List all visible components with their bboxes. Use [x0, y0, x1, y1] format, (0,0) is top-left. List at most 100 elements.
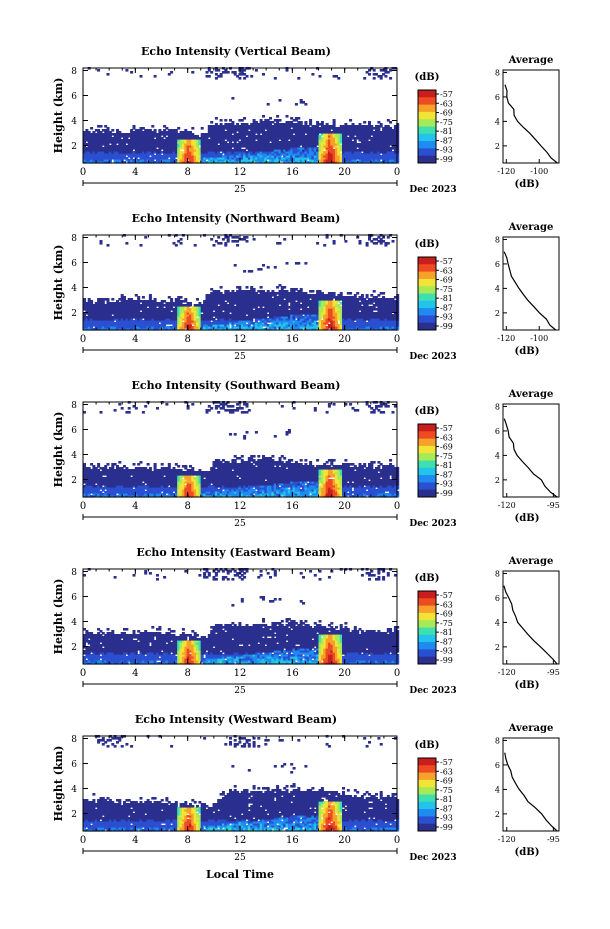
heatmap-cell [269, 145, 272, 148]
heatmap-cell [351, 143, 355, 146]
heatmap-cell [221, 147, 225, 150]
heatmap-cell [252, 129, 256, 132]
heatmap-cell [130, 302, 134, 305]
heatmap-cell [302, 157, 305, 160]
heatmap-cell [337, 155, 341, 158]
heatmap-cell [332, 129, 336, 132]
heatmap-cell [285, 121, 289, 124]
heatmap-cell [299, 155, 303, 158]
heatmap-cell [309, 151, 313, 154]
heatmap-cell [250, 139, 254, 142]
heatmap-cell [285, 125, 289, 128]
heatmap-cell [337, 147, 341, 150]
heatmap-cell [83, 131, 86, 134]
heatmap-cell [83, 320, 86, 323]
heatmap-cell [386, 125, 390, 128]
heatmap-cell [292, 141, 296, 144]
heatmap-cell [118, 326, 122, 329]
heatmap-cell [224, 143, 228, 146]
heatmap-cell [316, 143, 320, 146]
heatmap-cell [198, 159, 202, 162]
heatmap-cell [231, 137, 235, 140]
heatmap-cell [278, 242, 282, 245]
heatmap-cell [123, 296, 126, 299]
heatmap-cell [217, 149, 221, 152]
heatmap-cell [139, 151, 143, 154]
heatmap-cell [179, 133, 183, 136]
heatmap-cell [285, 69, 289, 72]
heatmap-cell [92, 310, 96, 313]
heatmap-cell [174, 131, 178, 134]
heatmap-cell [247, 159, 251, 162]
heatmap-cell [266, 143, 270, 146]
heatmap-cell [320, 137, 324, 140]
heatmap-cell [283, 139, 287, 142]
heatmap-cell [118, 131, 122, 134]
heatmap-cell [294, 149, 298, 152]
heatmap-cell [141, 153, 145, 156]
heatmap-cell [123, 328, 126, 331]
heatmap-cell [179, 135, 183, 138]
heatmap-cell [285, 131, 289, 134]
colorbar-swatch [418, 111, 436, 120]
heatmap-cell [116, 308, 119, 311]
heatmap-cell [130, 310, 134, 313]
heatmap-cell [203, 137, 207, 140]
heatmap-cell [139, 157, 143, 160]
heatmap-cell [123, 316, 126, 319]
heatmap-cell [259, 135, 263, 138]
heatmap-cell [325, 129, 329, 132]
heatmap-cell [101, 133, 105, 136]
heatmap-cell [196, 149, 199, 152]
heatmap-cell [141, 159, 145, 162]
heatmap-cell [245, 240, 249, 243]
heatmap-cell [144, 300, 148, 303]
heatmap-cell [207, 157, 211, 160]
heatmap-cell [132, 316, 136, 319]
heatmap-cell [229, 145, 232, 148]
heatmap-cell [116, 135, 119, 138]
heatmap-cell [196, 143, 199, 146]
heatmap-cell [85, 322, 89, 325]
heatmap-cell [214, 153, 218, 156]
heatmap-cell [92, 304, 96, 307]
heatmap-cell [127, 324, 131, 327]
heatmap-cell [219, 131, 223, 134]
heatmap-cell [116, 149, 119, 152]
heatmap-cell [309, 159, 313, 162]
heatmap-cell [207, 145, 211, 148]
heatmap-cell [266, 266, 270, 269]
heatmap-cell [304, 153, 308, 156]
heatmap-cell [247, 145, 251, 148]
heatmap-cell [363, 147, 367, 150]
heatmap-cell [342, 135, 345, 138]
heatmap-cell [160, 137, 164, 140]
heatmap-cell [87, 304, 91, 307]
heatmap-cell [99, 153, 103, 156]
heatmap-cell [221, 145, 225, 148]
heatmap-cell [269, 123, 272, 126]
heatmap-cell [393, 157, 397, 160]
heatmap-cell [141, 302, 145, 305]
heatmap-cell [219, 125, 223, 128]
heatmap-cell [245, 123, 249, 126]
heatmap-cell [342, 155, 345, 158]
heatmap-cell [318, 131, 322, 134]
heatmap-cell [382, 131, 386, 134]
heatmap-cell [335, 147, 338, 150]
heatmap-cell [116, 320, 119, 323]
heatmap-cell [158, 155, 162, 158]
colorbar-swatch [418, 141, 436, 149]
heatmap-cell [349, 292, 353, 295]
heatmap-cell [104, 139, 108, 142]
heatmap-cell [83, 143, 86, 146]
heatmap-cell [221, 149, 225, 152]
heatmap-cell [349, 161, 353, 164]
heatmap-cell [205, 141, 209, 144]
heatmap-cell [123, 145, 126, 148]
heatmap-cell [219, 137, 223, 140]
heatmap-cell [189, 137, 192, 140]
heatmap-cell [101, 300, 105, 303]
heatmap-cell [391, 135, 395, 138]
heatmap-cell [323, 153, 327, 156]
